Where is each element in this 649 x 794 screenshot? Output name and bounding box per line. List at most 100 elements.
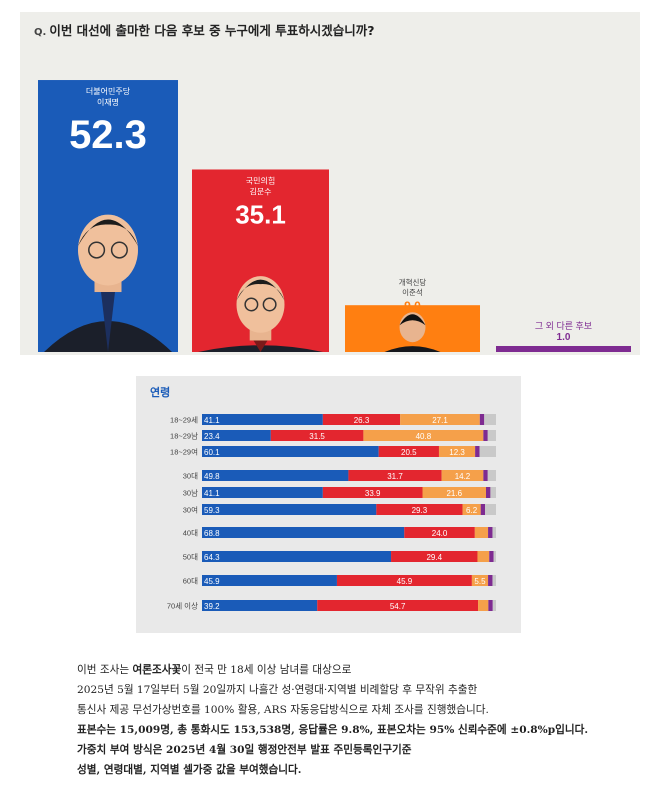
age-segment: [483, 470, 488, 481]
survey-question: Q. 이번 대선에 출마한 다음 후보 중 누구에게 투표하시겠습니까?: [34, 20, 375, 39]
age-segment: [202, 551, 392, 562]
age-segment: [202, 470, 349, 481]
age-segment: [475, 446, 480, 457]
age-segment: [202, 575, 337, 586]
candidate-hair: [78, 219, 138, 247]
age-segment: [336, 575, 472, 586]
age-segment: [462, 504, 481, 515]
age-segment-label: 40.8: [416, 432, 432, 441]
survey-notes: 이번 조사는 여론조사꽃이 전국 만 18세 이상 남녀를 대상으로 2025년 …: [77, 660, 637, 780]
age-segment: [202, 487, 323, 498]
glasses-left: [88, 241, 106, 259]
age-row-label: 40대: [183, 529, 198, 538]
age-segment: [322, 414, 401, 425]
candidate-value: 52.3: [69, 113, 147, 157]
candidate-value: 1.0: [557, 332, 571, 343]
candidate-hair: [236, 279, 285, 301]
age-segment-label: 68.8: [204, 529, 220, 538]
age-segment-label: 54.7: [390, 602, 406, 611]
age-row-label: 30여: [183, 505, 198, 515]
age-segment: [202, 430, 271, 441]
age-segment-label: 29.3: [412, 506, 428, 515]
age-segment: [488, 600, 493, 611]
age-segment-label: 31.5: [309, 432, 325, 441]
age-row-label: 60대: [183, 577, 198, 586]
candidate-name: 그 외 다른 후보: [535, 320, 592, 331]
age-segment: [363, 430, 484, 441]
candidate-party: 더불어민주당: [86, 86, 131, 96]
note-text: 가중치 부여 방식은 2025년 4월 30일 행정안전부 발표 주민등록인구기…: [77, 744, 412, 756]
age-segment-label: 20.5: [401, 448, 417, 457]
age-segment-label: 23.4: [204, 432, 220, 441]
age-row-label: 30대: [183, 472, 198, 481]
age-segment: [485, 504, 496, 515]
age-segment: [492, 575, 496, 586]
age-row: 70세 이상 39.2 54.7: [167, 600, 496, 611]
candidate-value: 9.0: [404, 299, 421, 313]
note-line: 2025년 5월 17일부터 5월 20일까지 나흘간 성·연령대·지역별 비례…: [77, 680, 637, 700]
age-segment-label: 45.9: [204, 577, 220, 586]
note-line: 표본수는 15,009명, 총 통화시도 153,538명, 응답률은 9.8%…: [77, 720, 637, 740]
age-segment: [378, 446, 439, 457]
age-row-label: 30남: [183, 489, 198, 498]
age-segment: [487, 470, 496, 481]
age-segment-label: 14.2: [455, 472, 471, 481]
age-segment: [477, 551, 490, 562]
note-text: 표본수는 15,009명, 총 통화시도 153,538명, 응답률은 9.8%…: [77, 724, 589, 736]
age-segment: [489, 551, 494, 562]
age-segment-label: 5.5: [474, 577, 486, 586]
candidate-party: 개혁신당: [399, 277, 427, 287]
age-segment: [202, 446, 379, 457]
age-segment: [202, 504, 377, 515]
age-segment: [270, 430, 364, 441]
note-line: 이번 조사는 여론조사꽃이 전국 만 18세 이상 남녀를 대상으로: [77, 660, 637, 680]
age-segment: [490, 487, 496, 498]
age-segment: [478, 600, 489, 611]
age-segment: [376, 504, 463, 515]
age-segment: [474, 527, 489, 538]
candidate-body: [384, 346, 441, 352]
note-text: 2025년 5월 17일부터 5월 20일까지 나흘간 성·연령대·지역별 비례…: [77, 684, 478, 696]
candidate-name: 이준석: [402, 287, 423, 297]
candidate-bar: [496, 346, 631, 352]
age-segment: [492, 600, 496, 611]
age-segment: [202, 527, 405, 538]
note-line: 통신사 제공 무선가상번호를 100% 활용, ARS 자동응답방식으로 자체 …: [77, 700, 637, 720]
age-segment: [492, 527, 496, 538]
glasses-right: [110, 241, 128, 259]
age-segment: [487, 430, 496, 441]
age-segment-label: 26.3: [354, 416, 370, 425]
candidate-chart-panel: Q. 이번 대선에 출마한 다음 후보 중 누구에게 투표하시겠습니까? 더불어민…: [20, 12, 640, 355]
age-segment: [480, 504, 486, 515]
age-segment: [484, 414, 496, 425]
age-segment: [488, 527, 493, 538]
note-text: 성별, 연령대별, 지역별 셀가중 값을 부여했습니다.: [77, 764, 302, 776]
age-row: 30대 49.8 31.7 14.2: [183, 470, 496, 481]
candidate-hair: [399, 314, 426, 326]
age-chart-title: 연령: [150, 385, 170, 399]
age-segment: [479, 446, 496, 457]
age-row: 18~29여 60.1 20.5 12.3: [170, 446, 496, 457]
age-row-label: 50대: [183, 553, 198, 562]
age-segment-label: 64.3: [204, 553, 220, 562]
age-segment: [391, 551, 478, 562]
age-row-label: 18~29여: [170, 447, 198, 457]
age-segment: [479, 414, 485, 425]
age-segment: [202, 414, 323, 425]
age-chart-panel: 연령 18~29세 41.1 26.3 27.1 18~29남 23.4 31.5 40.8 18…: [136, 376, 521, 633]
candidate-bar-group: 그 외 다른 후보1.0: [496, 320, 631, 352]
note-text: 여론조사꽃: [132, 664, 182, 676]
age-segment-label: 31.7: [387, 472, 403, 481]
age-segment: [348, 470, 442, 481]
candidate-tie: [101, 292, 115, 352]
age-segment-label: 49.8: [204, 472, 220, 481]
age-segment: [322, 487, 423, 498]
age-segment-label: 12.3: [449, 448, 465, 457]
question-text: 이번 대선에 출마한 다음 후보 중 누구에게 투표하시겠습니까?: [49, 23, 375, 38]
age-segment-label: 27.1: [432, 416, 448, 425]
note-text: 이 전국 만 18세 이상 남녀를 대상으로: [181, 664, 352, 676]
